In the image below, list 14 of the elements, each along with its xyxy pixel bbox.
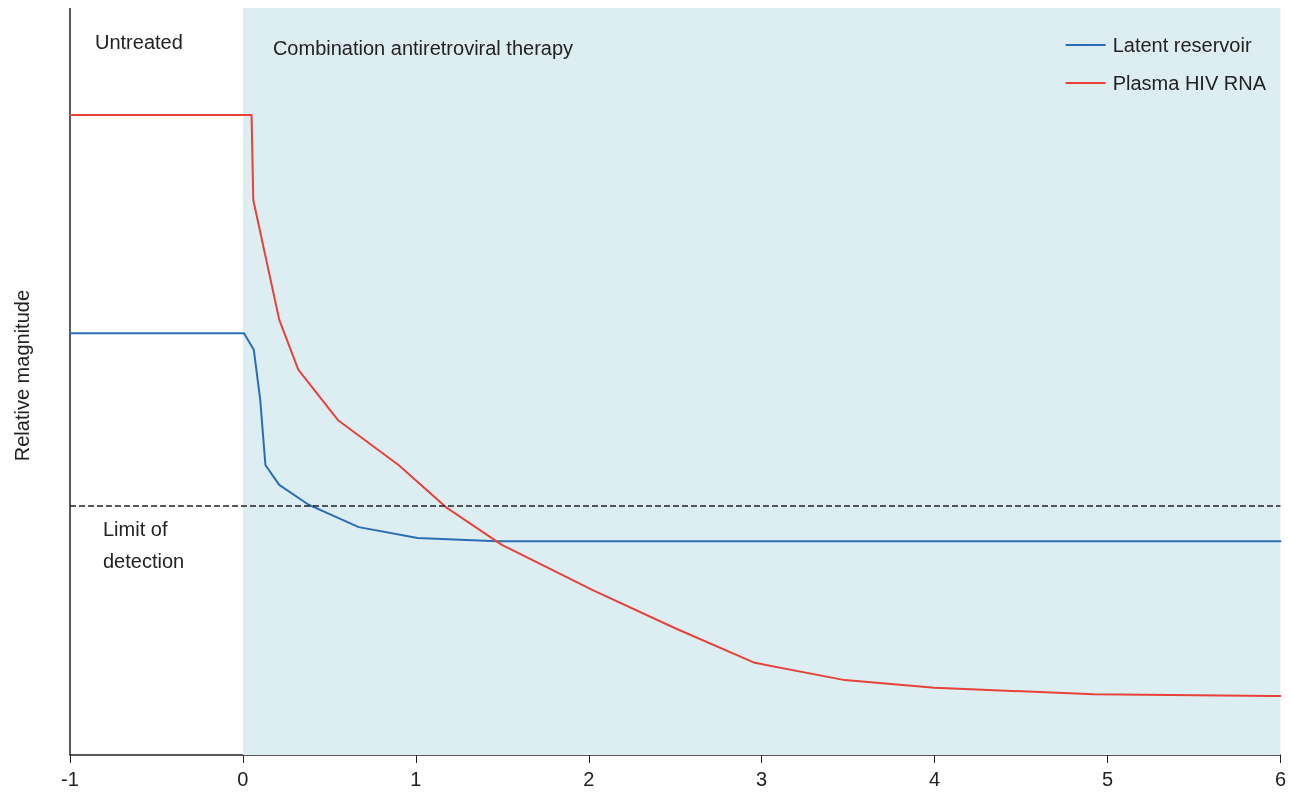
y-axis-title: Relative magnitude [11, 289, 33, 462]
x-tick-label: 0 [237, 768, 249, 790]
x-tick-label: 2 [583, 768, 595, 790]
text: Untreated [95, 31, 183, 53]
band-label: Combination antiretroviral therapy [272, 37, 574, 59]
ref-line-label: Limit of detection [103, 518, 185, 573]
x-tick-label: 5 [1101, 768, 1114, 790]
x-tick-label: 6 [1274, 768, 1286, 790]
x-tick-label: -1 [61, 768, 79, 790]
x-tick-label: 1 [410, 768, 422, 790]
x-tick-label: 4 [929, 768, 941, 790]
legend-label: Plasma HIV RNA [1112, 72, 1267, 94]
legend-label: Latent reservoir [1112, 34, 1252, 56]
x-tick-label: 3 [756, 768, 768, 790]
